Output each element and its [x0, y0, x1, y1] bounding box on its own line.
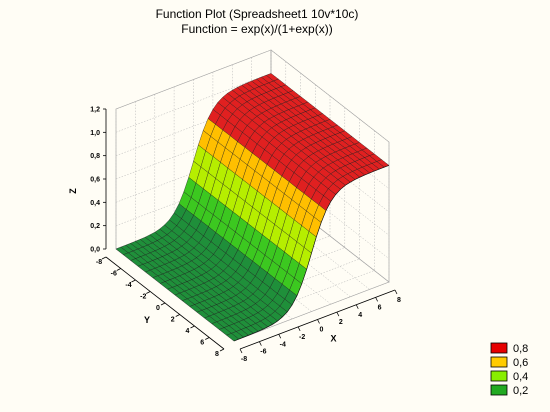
z-tick-label: 1,0: [90, 130, 100, 137]
x-tick-label: 2: [339, 319, 343, 326]
chart-subtitle: Function = exp(x)/(1+exp(x)): [181, 22, 332, 36]
legend-label: 0,8: [513, 343, 528, 355]
legend-swatch: [490, 384, 508, 396]
legend-label: 0,6: [513, 357, 528, 369]
legend-swatch: [490, 356, 508, 368]
y-tick: [101, 256, 107, 260]
y-tick-label: 0: [156, 305, 160, 312]
z-tick-label: 0,8: [90, 153, 100, 160]
x-tick: [317, 319, 320, 324]
y-tick: [205, 337, 210, 340]
y-tick: [190, 325, 195, 329]
y-axis-label: Y: [144, 315, 150, 325]
y-tick-label: -8: [96, 259, 102, 266]
x-tick-label: -8: [241, 356, 247, 363]
axis-layer: 0,0 0,2 0,4 0,6 0,8 1,0 1,2 Z -8 -6 -4 -2 0 2 4 6 8 Y -8 -6…: [68, 107, 401, 364]
z-tick-label: 0,6: [90, 177, 100, 184]
x-tick-label: 0: [320, 327, 324, 334]
x-tick: [278, 334, 282, 339]
x-tick-label: -6: [260, 349, 266, 356]
z-tick-label: 0,2: [90, 223, 100, 230]
z-tick-label: 1,2: [90, 107, 100, 114]
y-tick: [219, 348, 225, 352]
z-tick-label: 0,4: [90, 200, 100, 207]
x-tick: [336, 311, 340, 317]
surface-layer: [115, 73, 390, 342]
y-tick-label: -4: [125, 282, 131, 289]
legend-swatch: [490, 342, 508, 354]
z-axis-label: Z: [68, 188, 78, 194]
legend-label: 0,2: [513, 385, 528, 397]
y-tick: [116, 268, 121, 271]
x-tick-label: -4: [280, 341, 286, 348]
y-tick: [146, 291, 151, 294]
y-tick: [160, 302, 166, 306]
x-tick: [355, 304, 359, 309]
legend-swatch: [490, 370, 508, 382]
z-tick-label: 0,0: [90, 247, 100, 254]
y-tick-label: -6: [111, 271, 117, 278]
y-tick-label: 4: [186, 328, 190, 335]
legend-label: 0,4: [513, 371, 528, 383]
x-tick-label: 6: [378, 304, 382, 311]
y-tick-label: -2: [140, 294, 146, 301]
x-tick: [394, 289, 398, 295]
y-tick-label: 6: [200, 340, 204, 347]
y-tick-label: 2: [171, 317, 175, 324]
x-axis-label: X: [330, 334, 336, 344]
x-tick-label: -2: [299, 334, 305, 341]
x-tick: [239, 348, 243, 354]
legend: 0,8 0,6 0,4 0,2: [490, 342, 528, 397]
x-tick: [297, 326, 301, 332]
x-tick-label: 8: [397, 297, 401, 304]
x-tick: [259, 341, 262, 346]
y-tick: [131, 279, 136, 283]
x-tick-label: 4: [358, 312, 362, 319]
y-tick: [175, 314, 180, 317]
surface-front-edge: [233, 165, 390, 342]
y-tick-label: 8: [215, 351, 219, 358]
x-tick: [375, 297, 378, 302]
chart-title: Function Plot (Spreadsheet1 10v*10c): [156, 7, 359, 21]
